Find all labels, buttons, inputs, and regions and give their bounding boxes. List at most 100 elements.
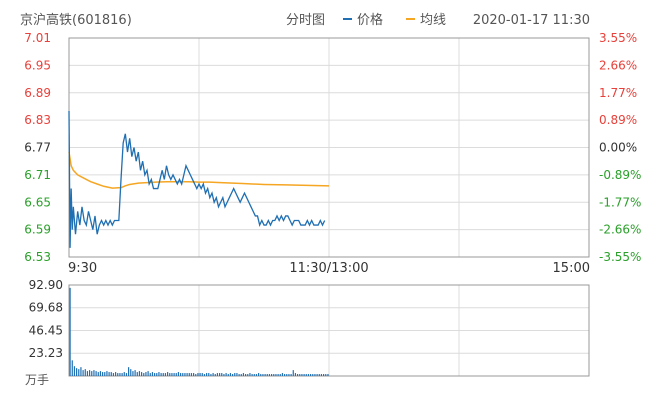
volume-bar <box>303 374 305 376</box>
volume-bar <box>177 372 180 376</box>
volume-bar <box>271 374 273 376</box>
volume-bar <box>86 371 89 376</box>
pct-tick-label: -2.66% <box>599 223 641 237</box>
volume-bar <box>312 374 314 376</box>
volume-bar <box>223 374 225 376</box>
volume-bar <box>284 374 286 376</box>
volume-tick-label: 69.68 <box>29 301 63 315</box>
volume-bar <box>119 373 121 376</box>
volume-bar <box>104 372 106 376</box>
volume-bar <box>130 369 132 376</box>
price-tick-label: 6.71 <box>24 168 51 182</box>
volume-bar <box>99 371 102 376</box>
volume-bar <box>136 372 138 376</box>
volume-bar <box>203 374 206 376</box>
volume-bar <box>143 373 145 376</box>
legend-price-label: 价格 <box>357 12 383 28</box>
price-line <box>68 110 326 248</box>
volume-bar <box>275 374 277 376</box>
volume-bar <box>268 374 271 376</box>
price-tick-label: 6.89 <box>24 86 51 100</box>
volume-bar <box>314 374 316 376</box>
volume-bar <box>297 374 299 376</box>
volume-bar <box>327 374 329 376</box>
volume-bar <box>156 373 158 376</box>
volume-bar <box>95 371 97 376</box>
volume-bar <box>78 369 80 376</box>
volume-bar <box>160 373 162 376</box>
volume-axis: 92.90 69.68 46.45 23.23 <box>29 278 63 360</box>
volume-bar <box>167 372 169 376</box>
price-tick-label: 6.53 <box>24 250 51 264</box>
volume-bar <box>260 374 262 376</box>
price-tick-label: 7.01 <box>24 31 51 45</box>
volume-bar <box>125 373 128 376</box>
volume-bar <box>199 373 201 376</box>
volume-bar <box>227 374 229 376</box>
pct-tick-label: -1.77% <box>599 195 641 209</box>
volume-bar <box>310 374 312 376</box>
pct-tick-label: -0.89% <box>599 168 641 182</box>
volume-bar <box>138 371 141 376</box>
volume-bar <box>210 374 212 376</box>
volume-tick-label: 23.23 <box>29 346 63 360</box>
volume-bar <box>186 373 188 376</box>
volume-bar <box>318 374 320 376</box>
volume-bar <box>247 374 249 376</box>
volume-bar <box>266 374 268 376</box>
volume-bar <box>214 374 216 376</box>
volume-bar <box>242 373 245 376</box>
volume-bar <box>251 374 253 376</box>
volume-bar <box>102 372 104 376</box>
avg-line <box>68 151 330 189</box>
volume-bar <box>240 374 242 376</box>
volume-bar <box>173 373 175 376</box>
volume-bar <box>323 374 325 376</box>
volume-bar <box>171 373 173 376</box>
volume-bar <box>320 374 323 376</box>
volume-bar <box>110 372 112 376</box>
volume-bar <box>201 373 203 376</box>
price-tick-label: 6.83 <box>24 113 51 127</box>
volume-bar <box>149 373 151 376</box>
volume-bar <box>117 373 119 376</box>
volume-bar <box>292 370 294 376</box>
volume-bar <box>225 373 227 376</box>
volume-bar <box>147 371 149 376</box>
volume-bar <box>71 360 73 376</box>
volume-bar <box>80 367 82 376</box>
view-label: 分时图 <box>286 13 325 28</box>
time-tick-label: 9:30 <box>68 261 97 276</box>
volume-bar <box>175 373 177 376</box>
pct-tick-label: 2.66% <box>599 58 637 72</box>
volume-bar <box>84 369 86 376</box>
volume-bar <box>145 372 147 376</box>
time-tick-label: 11:30/13:00 <box>289 261 368 276</box>
volume-bar <box>115 372 117 376</box>
volume-bar <box>234 373 236 376</box>
volume-tick-label: 46.45 <box>29 324 63 338</box>
volume-bar <box>221 373 223 376</box>
volume-bar <box>162 373 164 376</box>
volume-bar <box>190 373 193 376</box>
pct-axis-right: 3.55% 2.66% 1.77% 0.89% 0.00% -0.89% -1.77% -2.… <box>599 31 641 264</box>
volume-bar <box>208 373 210 376</box>
volume-bar <box>262 374 264 376</box>
volume-bar <box>73 366 76 376</box>
volume-bar <box>232 374 234 376</box>
volume-bar <box>258 373 260 376</box>
volume-bar <box>212 373 214 376</box>
volume-bar <box>253 374 255 376</box>
volume-bar <box>121 373 123 376</box>
volume-bars <box>69 287 329 376</box>
price-grid <box>69 38 589 257</box>
volume-bar <box>290 374 292 376</box>
pct-tick-label: 0.00% <box>599 141 637 155</box>
volume-bar <box>134 370 136 376</box>
volume-bar <box>281 373 284 376</box>
price-tick-label: 6.65 <box>24 195 51 209</box>
price-tick-label: 6.95 <box>24 58 51 72</box>
volume-bar <box>193 373 195 376</box>
volume-bar <box>141 372 143 376</box>
